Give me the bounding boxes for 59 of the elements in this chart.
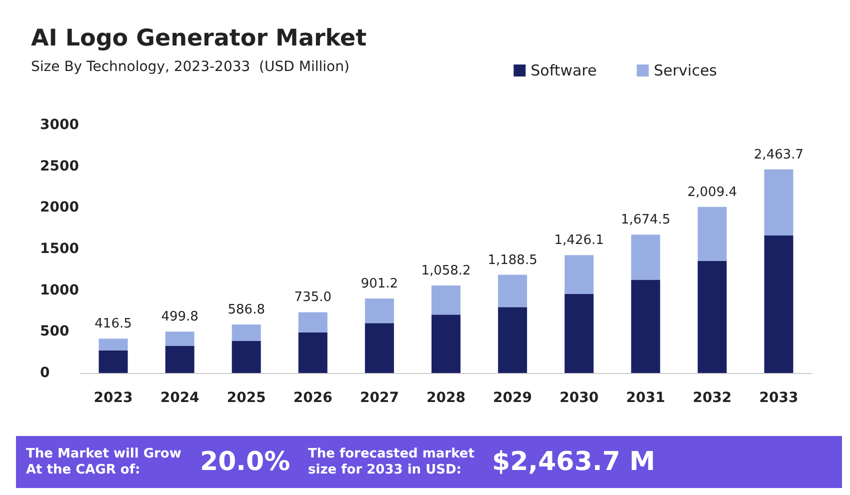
x-tick-label: 2027 xyxy=(360,390,399,406)
total-label: 2,009.4 xyxy=(687,184,737,200)
chart-subtitle: Size By Technology, 2023-2033 (USD Million) xyxy=(31,59,350,75)
x-tick-label: 2024 xyxy=(160,390,200,406)
bar xyxy=(232,324,261,342)
y-tick-label: 1500 xyxy=(40,241,80,257)
bar xyxy=(432,286,460,315)
text: The forecasted market size for 2033 in USD: xyxy=(308,446,479,478)
total-label: 1,058.2 xyxy=(421,264,471,279)
legend-label: Services xyxy=(654,62,718,80)
bar xyxy=(432,314,460,373)
bar xyxy=(298,332,328,373)
total-label: 901.2 xyxy=(360,276,398,292)
x-tick-label: 2026 xyxy=(293,390,332,406)
bar xyxy=(698,260,727,373)
y-tick-label: 2000 xyxy=(40,200,80,216)
y-tick-label: 500 xyxy=(40,324,70,340)
total-label: 1,674.5 xyxy=(620,212,670,228)
total-label: 586.8 xyxy=(228,302,265,318)
text: The Market will Grow At the CAGR of: xyxy=(26,446,186,478)
x-tick-label: 2031 xyxy=(626,390,666,406)
bar xyxy=(631,280,660,373)
text: $2,463.7 M xyxy=(492,447,656,477)
total-label: 1,188.5 xyxy=(488,252,538,268)
y-tick-label: 3000 xyxy=(40,117,80,133)
x-tick-label: 2030 xyxy=(560,390,599,406)
text: 20.0% xyxy=(200,447,290,477)
x-tick-label: 2023 xyxy=(94,390,133,406)
x-tick-label: 2032 xyxy=(692,390,732,406)
total-label: 1,426.1 xyxy=(554,233,604,248)
legend-label: Software xyxy=(530,62,597,80)
bar xyxy=(698,206,727,261)
total-label: 2,463.7 xyxy=(754,147,804,162)
y-tick-label: 2500 xyxy=(40,158,80,174)
x-tick-label: 2025 xyxy=(226,390,266,406)
bar xyxy=(232,341,261,373)
total-label: 735.0 xyxy=(294,290,332,306)
chart-title: AI Logo Generator Market xyxy=(31,26,367,52)
bar xyxy=(498,307,528,373)
bar xyxy=(98,350,128,373)
y-tick-label: 0 xyxy=(40,365,50,381)
bar xyxy=(98,338,128,350)
bar xyxy=(364,298,394,324)
bar xyxy=(631,234,660,280)
y-tick-label: 1000 xyxy=(40,282,80,298)
bar xyxy=(298,312,328,332)
bar xyxy=(564,255,594,294)
x-tick-label: 2033 xyxy=(759,390,798,406)
bar xyxy=(364,323,394,373)
bar xyxy=(165,346,194,373)
bar xyxy=(498,274,528,308)
x-tick-label: 2029 xyxy=(493,390,532,406)
bar xyxy=(764,236,794,373)
total-label: 499.8 xyxy=(161,310,198,325)
bar xyxy=(764,169,794,236)
bar xyxy=(165,332,194,346)
total-label: 416.5 xyxy=(94,316,132,332)
x-tick-label: 2028 xyxy=(426,390,466,406)
bar xyxy=(564,294,594,373)
